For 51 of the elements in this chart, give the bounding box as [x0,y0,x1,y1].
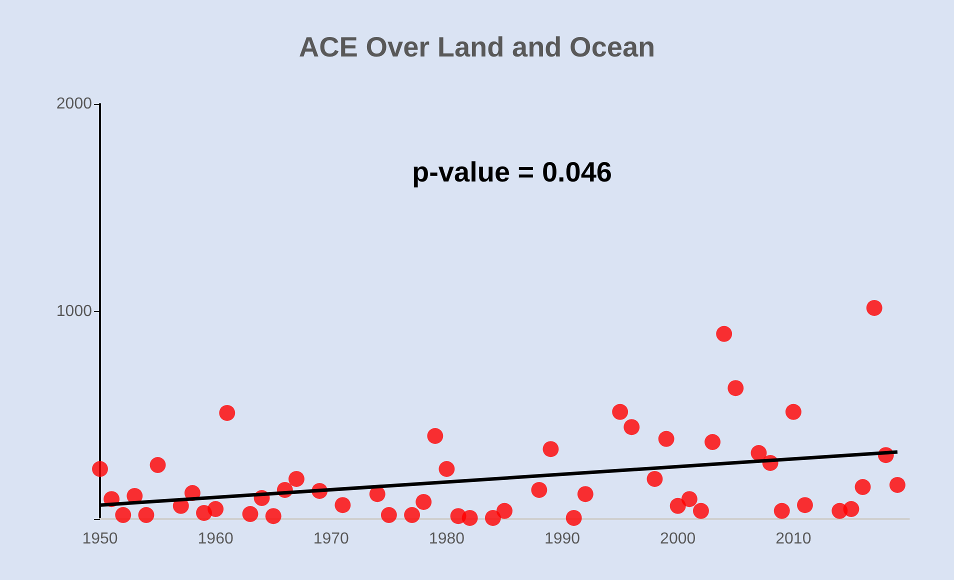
point [624,419,640,436]
y-tick-label: 1000 [56,303,92,320]
point [404,507,420,524]
point [150,457,166,474]
annotation: p-value = 0.046 [412,156,612,188]
point [797,497,813,514]
point [208,501,224,518]
point [889,476,906,493]
point [612,404,628,420]
point [716,326,732,342]
x-tick-label: 1950 [82,530,118,548]
point [496,502,512,519]
point [704,434,721,450]
point [242,506,258,522]
point [380,507,397,524]
point [866,300,882,316]
point [542,441,559,458]
x-tick-label: 2000 [660,530,696,548]
point [692,502,709,519]
point [92,460,108,477]
point [670,498,686,514]
point [427,428,444,444]
point [658,430,674,447]
point [438,460,455,477]
point [219,404,236,421]
point [854,479,871,496]
point [681,491,698,508]
point [785,404,802,420]
x-tick-label: 1970 [313,530,350,548]
point [334,497,351,514]
x-tick-label: 1980 [428,530,465,548]
point [728,380,744,396]
point [484,510,501,526]
x-tick-label: 1960 [198,530,234,548]
point [646,470,663,487]
point [577,486,594,502]
point [774,502,790,519]
x-tick-label: 2010 [776,530,812,548]
chart-title: ACE Over Land and Ocean [298,32,656,62]
point [115,507,132,524]
point [531,482,548,498]
point [843,501,860,518]
point [369,486,386,502]
point [138,507,154,524]
point [462,510,478,526]
point [265,508,282,524]
x-tick-label: 1990 [544,530,580,548]
point [288,470,304,487]
point [566,510,582,526]
point [416,494,432,510]
point [750,445,767,462]
